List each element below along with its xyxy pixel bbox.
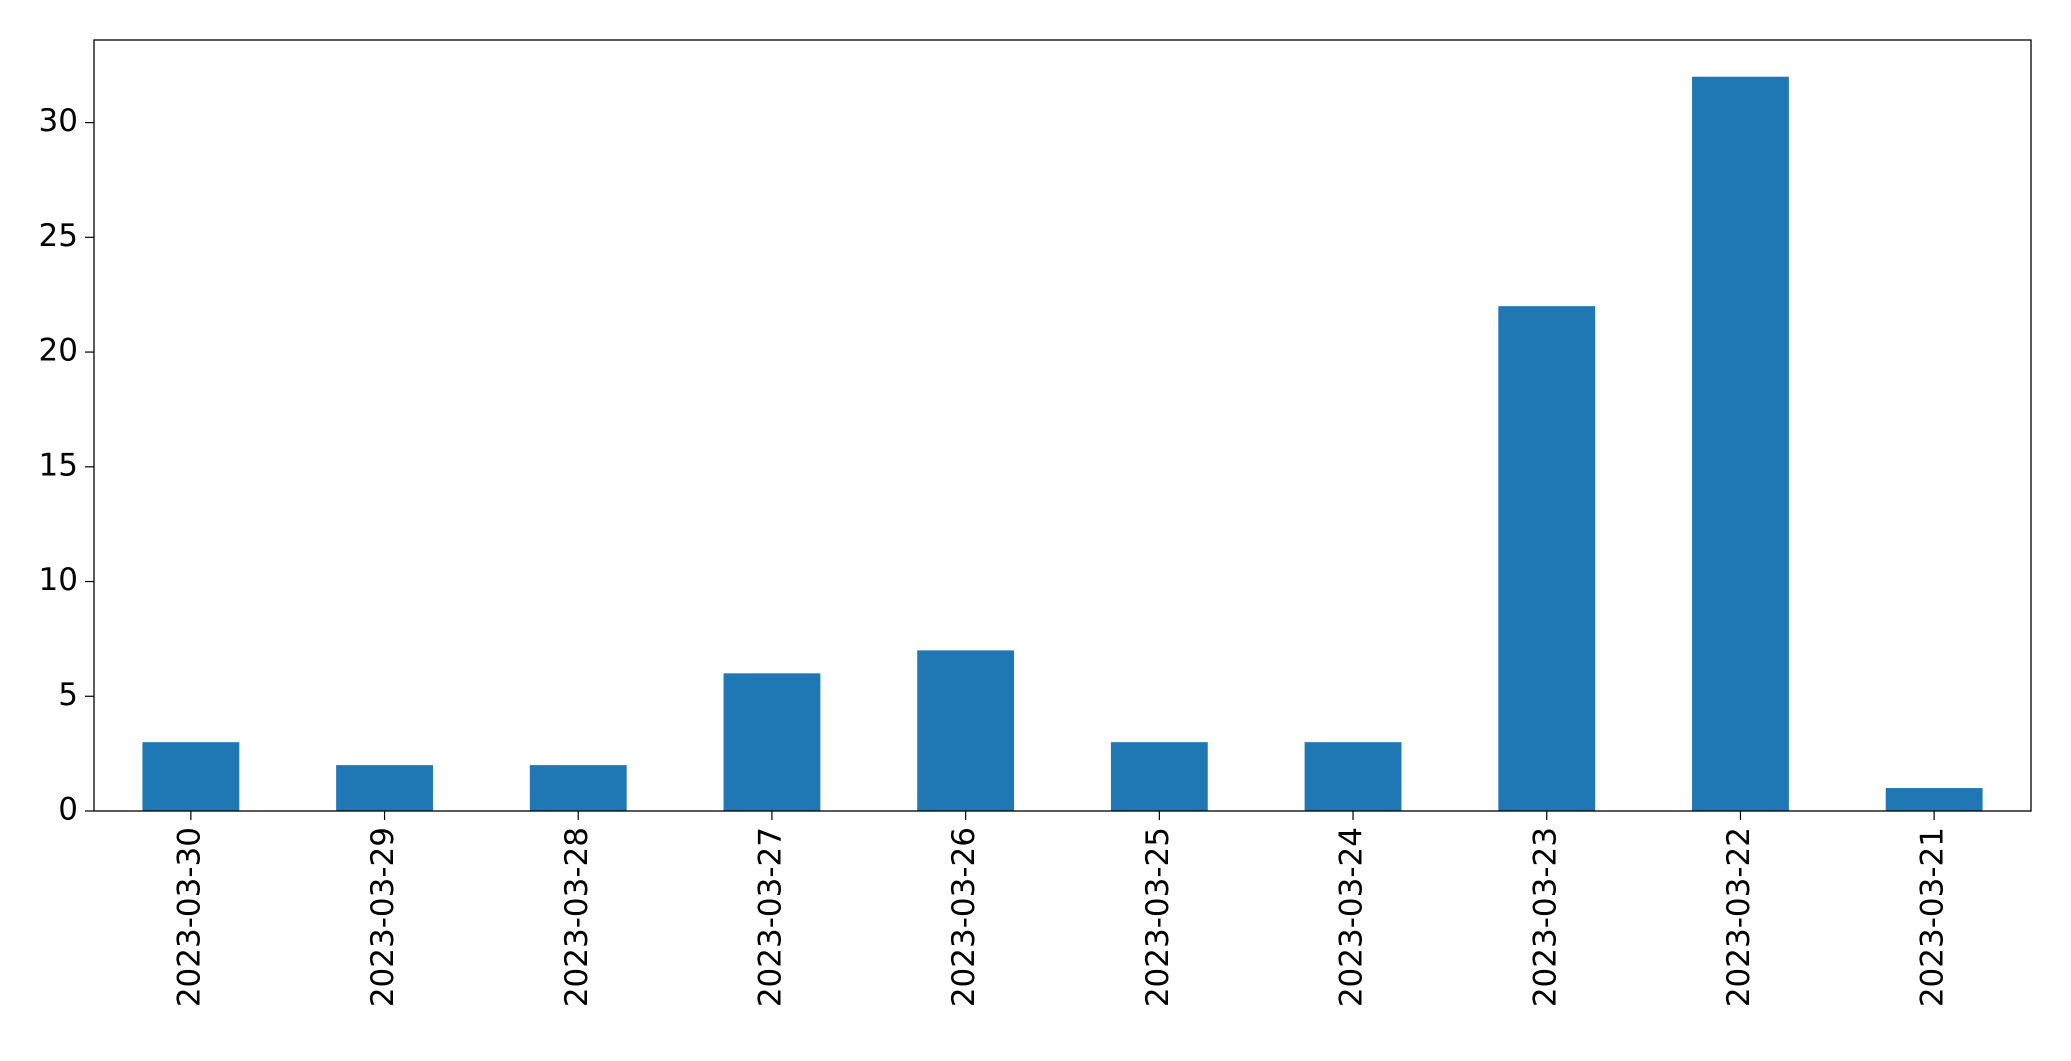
y-tick-label: 0 [58, 792, 78, 828]
bar [142, 742, 240, 811]
x-tick-label: 2023-03-29 [365, 827, 401, 1007]
x-tick-label: 2023-03-26 [946, 827, 982, 1007]
y-tick-label: 25 [39, 218, 78, 254]
bar [1692, 76, 1789, 811]
x-tick-label: 2023-03-25 [1140, 827, 1176, 1007]
x-tick-label: 2023-03-28 [559, 827, 595, 1007]
bar [1110, 742, 1208, 811]
bar [1885, 788, 1983, 811]
y-tick-label: 10 [39, 562, 78, 598]
x-tick-label: 2023-03-23 [1527, 827, 1563, 1007]
y-tick-label: 15 [39, 447, 78, 483]
x-tick-label: 2023-03-24 [1334, 827, 1370, 1007]
x-tick-label: 2023-03-30 [171, 827, 207, 1007]
bar [1304, 742, 1402, 811]
x-tick-label: 2023-03-27 [752, 827, 788, 1007]
bar [336, 765, 433, 811]
bar [917, 650, 1015, 811]
x-tick-label: 2023-03-22 [1721, 827, 1757, 1007]
bar [1498, 306, 1596, 811]
y-tick-label: 20 [39, 333, 78, 369]
bar [723, 673, 821, 811]
plot-frame [93, 39, 2032, 812]
x-tick-label: 2023-03-21 [1915, 827, 1951, 1007]
y-tick-label: 30 [39, 103, 78, 139]
bar [529, 765, 627, 811]
y-tick-label: 5 [58, 677, 78, 713]
